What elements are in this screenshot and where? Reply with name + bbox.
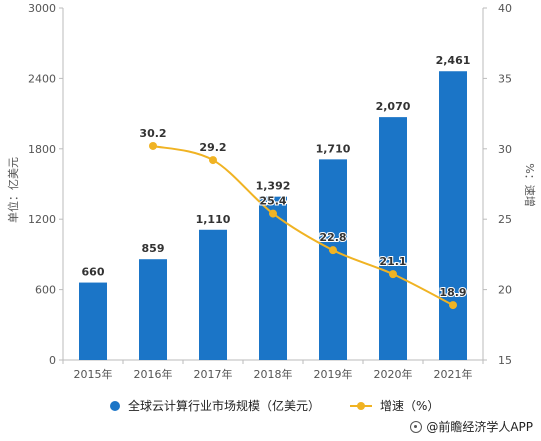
growth-value-label: 22.8 [319, 231, 346, 244]
bar-value-label: 660 [82, 266, 105, 279]
bar [439, 71, 467, 360]
bar-series [79, 71, 467, 361]
growth-value-label: 29.2 [199, 141, 226, 154]
x-tick-label: 2017年 [194, 367, 233, 381]
y-right-tick-label: 25 [498, 213, 512, 226]
y-left-tick-label: 600 [35, 284, 56, 297]
bar-value-label: 859 [142, 242, 165, 255]
source-credit: @前瞻经济学人APP [410, 418, 533, 435]
y-axis-left-title: 单位：亿美元 [6, 157, 20, 223]
legend-line-swatch [350, 401, 373, 411]
y-right-tick-label: 35 [498, 72, 512, 85]
growth-value-label: 30.2 [139, 127, 166, 140]
y-left-tick-label: 0 [49, 354, 56, 367]
bar-value-label: 2,461 [436, 54, 471, 67]
bar [259, 196, 287, 360]
growth-point [269, 209, 277, 218]
x-tick-label: 2015年 [74, 367, 113, 381]
bar-value-label: 2,070 [376, 100, 411, 113]
growth-value-label: 18.9 [439, 286, 466, 299]
y-right-tick-label: 40 [498, 2, 512, 15]
bar-value-label: 1,392 [256, 180, 291, 193]
growth-value-label: 25.4 [259, 195, 286, 208]
legend-item-line: 增速（%） [350, 397, 439, 414]
x-tick-label: 2019年 [314, 367, 353, 381]
y-left-tick-label: 3000 [28, 2, 56, 15]
y-right-tick-label: 30 [498, 143, 512, 156]
chart-axes: 0 600 1200 1800 2400 3000 15 20 25 30 35 40 2015年 201… [28, 2, 512, 381]
legend-bar-swatch [110, 400, 120, 411]
legend: 全球云计算行业市场规模（亿美元） 增速（%） [110, 397, 469, 414]
x-tick-label: 2021年 [434, 367, 473, 381]
growth-point [389, 270, 397, 279]
y-right-tick-label: 20 [498, 284, 512, 297]
bar [79, 282, 107, 360]
line-series [149, 141, 457, 310]
growth-point [149, 141, 157, 150]
y-left-tick-label: 1200 [28, 213, 56, 226]
bar [319, 159, 347, 360]
eye-logo-icon [410, 420, 423, 433]
growth-point [329, 246, 337, 255]
bar-value-label: 1,110 [196, 213, 231, 226]
x-tick-label: 2020年 [374, 367, 413, 381]
growth-point [449, 301, 457, 310]
source-text: @前瞻经济学人APP [426, 420, 533, 434]
bar [199, 229, 227, 360]
y-left-tick-label: 2400 [28, 72, 56, 85]
legend-item-bar: 全球云计算行业市场规模（亿美元） [110, 397, 320, 414]
legend-line-label: 增速（%） [380, 399, 440, 413]
y-right-tick-label: 15 [498, 354, 512, 367]
bar-value-label: 1,710 [316, 142, 351, 155]
legend-bar-label: 全球云计算行业市场规模（亿美元） [128, 399, 321, 413]
x-tick-label: 2016年 [134, 367, 173, 381]
bar [139, 259, 167, 360]
x-tick-label: 2018年 [254, 367, 293, 381]
bar [379, 117, 407, 361]
growth-value-label: 21.1 [379, 255, 406, 268]
y-left-tick-label: 1800 [28, 143, 56, 156]
y-axis-right-title: %：速增 [523, 163, 537, 206]
data-labels: 660 859 1,110 1,392 1,710 2,070 2,461 30.2 29.2 2… [82, 54, 471, 300]
growth-point [209, 156, 217, 165]
